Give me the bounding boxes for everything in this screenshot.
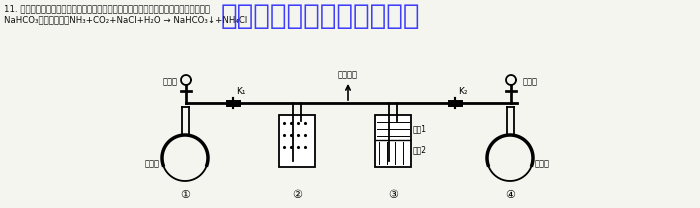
Text: K₂: K₂ — [458, 87, 468, 96]
Text: 液体2: 液体2 — [413, 146, 427, 155]
Text: 稀盐酸: 稀盐酸 — [163, 78, 178, 87]
Bar — [279, 115, 315, 167]
Text: ①: ① — [180, 190, 190, 200]
Bar — [375, 115, 411, 167]
Text: ④: ④ — [505, 190, 515, 200]
Text: 液体1: 液体1 — [413, 125, 427, 134]
Text: 浓氨水: 浓氨水 — [523, 78, 538, 87]
Text: K₁: K₁ — [236, 87, 246, 96]
Text: 微信公众号关注：趣找答案: 微信公众号关注：趣找答案 — [220, 2, 420, 30]
Text: 生石灰: 生石灰 — [535, 160, 550, 168]
Text: ②: ② — [292, 190, 302, 200]
Text: ③: ③ — [388, 190, 398, 200]
Text: 尾气处理: 尾气处理 — [338, 70, 358, 79]
Text: 11. 实验室用如下装置（夹持装置略去）模拟侯氏制碱法，以饱和食盐水为原料制备少量: 11. 实验室用如下装置（夹持装置略去）模拟侯氏制碱法，以饱和食盐水为原料制备少… — [4, 4, 210, 13]
Text: 石灰石: 石灰石 — [145, 160, 160, 168]
Text: NaHCO₃，反应原理：NH₃+CO₂+NaCl+H₂O → NaHCO₃↓+NH₄Cl: NaHCO₃，反应原理：NH₃+CO₂+NaCl+H₂O → NaHCO₃↓+N… — [4, 15, 247, 24]
